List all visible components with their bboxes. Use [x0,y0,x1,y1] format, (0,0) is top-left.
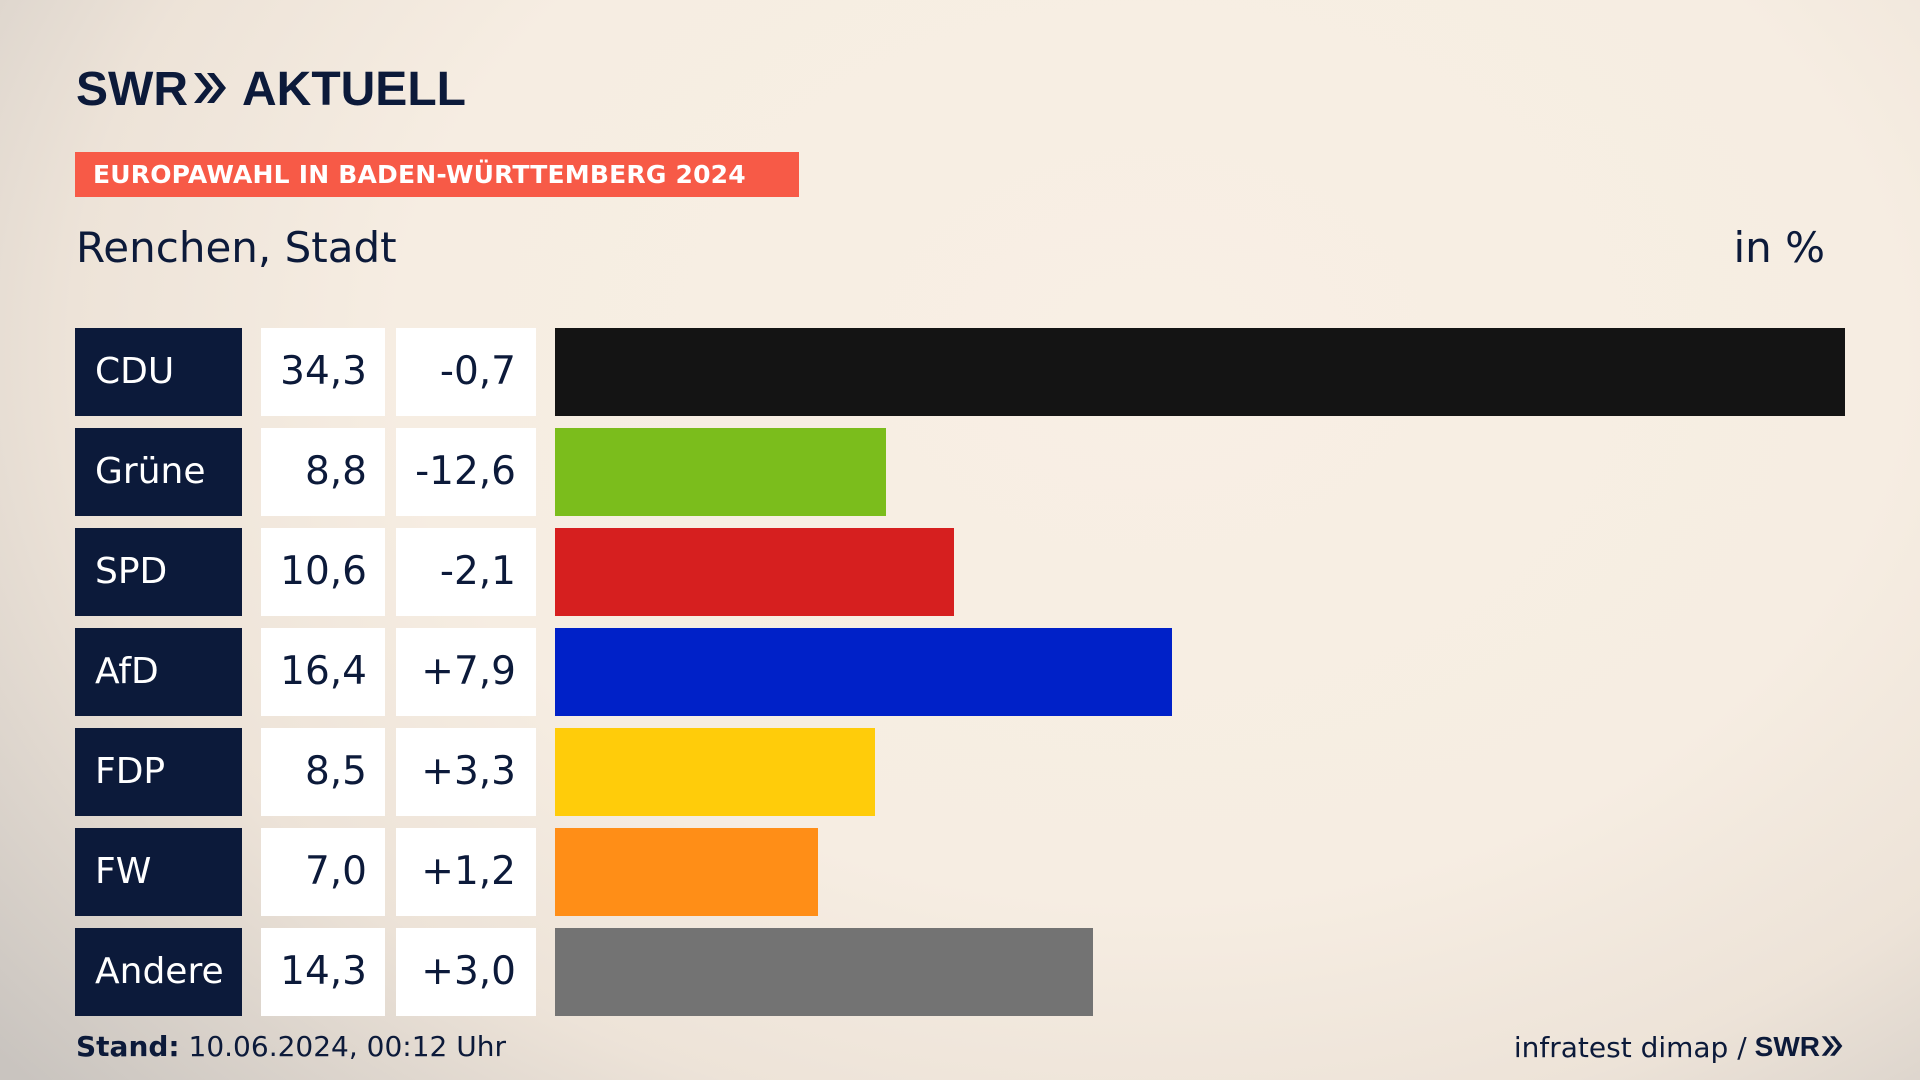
value-label: 8,8 [261,428,385,516]
diff-label: +3,3 [396,728,536,816]
bar-fw [555,828,818,916]
party-label: SPD [75,528,242,616]
double-chevron-icon [192,71,228,109]
bar-afd [555,628,1172,716]
source-credit: infratest dimap / SWR [1514,1027,1844,1067]
value-label: 7,0 [261,828,385,916]
unit-label: in % [1733,223,1825,272]
timestamp: Stand: 10.06.2024, 00:12 Uhr [76,1027,506,1067]
diff-label: -0,7 [396,328,536,416]
party-label: AfD [75,628,242,716]
value-label: 8,5 [261,728,385,816]
footer-chevron-icon [1820,1031,1844,1064]
swr-aktuell-logo: SWR AKTUELL [76,63,466,116]
party-label: FDP [75,728,242,816]
diff-label: -12,6 [396,428,536,516]
value-label: 10,6 [261,528,385,616]
value-label: 34,3 [261,328,385,416]
diff-label: +7,9 [396,628,536,716]
value-label: 14,3 [261,928,385,1016]
bar-grne [555,428,886,516]
election-banner: EUROPAWAHL IN BADEN-WÜRTTEMBERG 2024 [75,152,799,197]
bar-andere [555,928,1093,1016]
stand-label: Stand: [76,1030,180,1063]
party-label: Andere [75,928,242,1016]
stand-value: 10.06.2024, 00:12 Uhr [188,1030,506,1063]
party-label: CDU [75,328,242,416]
logo-swr-text: SWR [76,63,188,116]
chart-title: Renchen, Stadt [76,223,397,272]
bar-spd [555,528,954,616]
party-label: FW [75,828,242,916]
source-text: infratest dimap / [1513,1030,1747,1064]
diff-label: +1,2 [396,828,536,916]
logo-aktuell-text: AKTUELL [241,63,466,116]
party-label: Grüne [75,428,242,516]
bar-fdp [555,728,875,816]
value-label: 16,4 [261,628,385,716]
footer-swr-logo: SWR [1754,1031,1820,1062]
diff-label: +3,0 [396,928,536,1016]
diff-label: -2,1 [396,528,536,616]
bar-cdu [555,328,1845,416]
